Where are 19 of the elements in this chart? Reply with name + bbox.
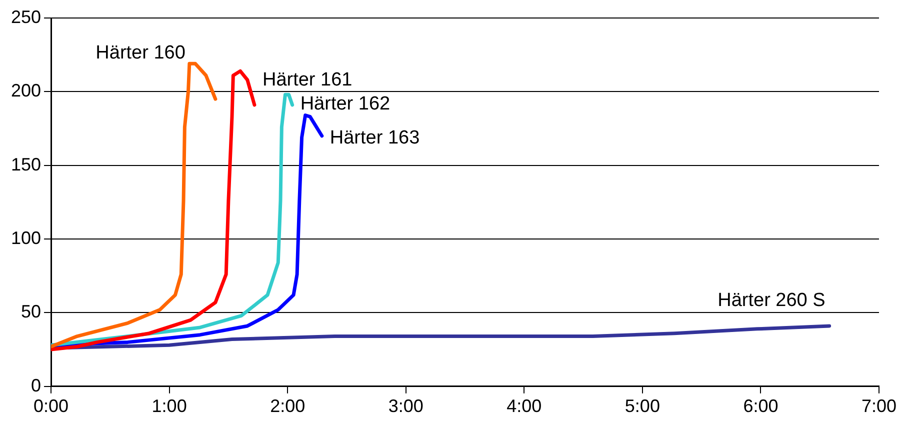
y-tick-label: 200: [10, 80, 42, 101]
series-label: Härter 163: [330, 127, 420, 148]
x-tick-label: 6:00: [743, 396, 778, 416]
y-tick-label: 100: [10, 228, 42, 248]
y-tick-label: 50: [21, 302, 42, 322]
x-tick-label: 4:00: [506, 396, 542, 416]
y-tick-label: 0: [31, 375, 42, 396]
x-tick-label: 1:00: [152, 396, 187, 416]
series-label: Härter 161: [262, 69, 352, 90]
series-label: Härter 260 S: [718, 290, 826, 311]
y-tick-label: 150: [10, 154, 42, 174]
x-tick-label: 3:00: [388, 396, 424, 416]
x-tick-label: 2:00: [270, 396, 306, 416]
x-tick-label: 5:00: [624, 396, 660, 416]
x-tick-label: 0:00: [34, 396, 69, 416]
series-label: Härter 160: [96, 42, 186, 64]
y-tick-label: 250: [10, 6, 42, 27]
series-label: Härter 162: [300, 93, 390, 114]
x-tick-label: 7:00: [861, 396, 897, 416]
